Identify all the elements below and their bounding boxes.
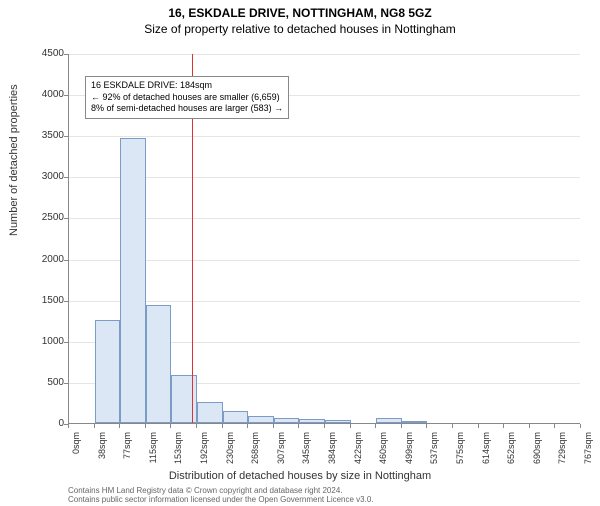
x-tick-label: 767sqm [583, 432, 593, 482]
annotation-box: 16 ESKDALE DRIVE: 184sqm← 92% of detache… [85, 76, 289, 119]
y-tick-mark [64, 136, 68, 137]
histogram-bar [171, 375, 197, 423]
annotation-line2: ← 92% of detached houses are smaller (6,… [91, 92, 283, 104]
y-tick-label: 4500 [24, 48, 64, 59]
x-tick-label: 499sqm [404, 432, 414, 482]
footer-line2: Contains public sector information licen… [68, 496, 374, 505]
y-axis-label: Number of detached properties [8, 84, 20, 236]
x-tick-mark [196, 424, 197, 428]
x-tick-mark [119, 424, 120, 428]
x-tick-label: 460sqm [378, 432, 388, 482]
histogram-bar [95, 320, 121, 423]
y-tick-label: 0 [24, 418, 64, 429]
y-tick-mark [64, 383, 68, 384]
x-tick-mark [68, 424, 69, 428]
y-tick-label: 3500 [24, 130, 64, 141]
chart-title-address: 16, ESKDALE DRIVE, NOTTINGHAM, NG8 5GZ [0, 6, 600, 20]
y-tick-mark [64, 95, 68, 96]
y-tick-label: 4000 [24, 89, 64, 100]
x-tick-label: 0sqm [71, 432, 81, 482]
x-tick-mark [478, 424, 479, 428]
x-tick-mark [375, 424, 376, 428]
x-tick-label: 690sqm [532, 432, 542, 482]
x-tick-mark [426, 424, 427, 428]
annotation-line3: 8% of semi-detached houses are larger (5… [91, 103, 283, 115]
histogram-bar [248, 416, 274, 423]
x-tick-label: 38sqm [97, 432, 107, 482]
x-tick-mark [145, 424, 146, 428]
histogram-bar [274, 418, 300, 423]
x-tick-mark [452, 424, 453, 428]
x-tick-label: 153sqm [173, 432, 183, 482]
x-tick-label: 614sqm [481, 432, 491, 482]
x-tick-label: 307sqm [276, 432, 286, 482]
x-tick-mark [222, 424, 223, 428]
x-tick-mark [324, 424, 325, 428]
x-tick-label: 537sqm [429, 432, 439, 482]
y-tick-mark [64, 301, 68, 302]
x-tick-label: 115sqm [148, 432, 158, 482]
y-tick-mark [64, 260, 68, 261]
x-tick-mark [94, 424, 95, 428]
x-tick-label: 729sqm [557, 432, 567, 482]
gridline [69, 54, 580, 55]
x-tick-label: 384sqm [327, 432, 337, 482]
x-tick-label: 345sqm [301, 432, 311, 482]
histogram-bar [223, 411, 249, 423]
x-tick-label: 268sqm [250, 432, 260, 482]
x-tick-mark [580, 424, 581, 428]
x-tick-label: 652sqm [506, 432, 516, 482]
y-tick-label: 500 [24, 377, 64, 388]
chart-subtitle: Size of property relative to detached ho… [0, 22, 600, 36]
x-tick-mark [247, 424, 248, 428]
x-tick-label: 77sqm [122, 432, 132, 482]
x-tick-mark [529, 424, 530, 428]
y-tick-label: 1500 [24, 295, 64, 306]
x-tick-label: 192sqm [199, 432, 209, 482]
x-tick-mark [298, 424, 299, 428]
histogram-bar [299, 419, 325, 423]
x-tick-mark [401, 424, 402, 428]
x-tick-mark [554, 424, 555, 428]
footer-attribution: Contains HM Land Registry data © Crown c… [68, 487, 374, 505]
y-tick-label: 2500 [24, 212, 64, 223]
histogram-bar [146, 305, 172, 423]
x-tick-mark [170, 424, 171, 428]
histogram-bar [197, 402, 223, 423]
histogram-bar [402, 421, 428, 423]
y-tick-mark [64, 218, 68, 219]
x-tick-mark [350, 424, 351, 428]
y-tick-mark [64, 177, 68, 178]
x-tick-mark [273, 424, 274, 428]
y-tick-label: 2000 [24, 254, 64, 265]
x-tick-mark [503, 424, 504, 428]
y-tick-label: 3000 [24, 171, 64, 182]
histogram-bar [376, 418, 402, 423]
x-tick-label: 575sqm [455, 432, 465, 482]
x-tick-label: 230sqm [225, 432, 235, 482]
histogram-bar [325, 420, 351, 423]
y-tick-label: 1000 [24, 336, 64, 347]
x-tick-label: 422sqm [353, 432, 363, 482]
annotation-line1: 16 ESKDALE DRIVE: 184sqm [91, 80, 283, 92]
y-tick-mark [64, 54, 68, 55]
histogram-bar [120, 138, 146, 423]
y-tick-mark [64, 342, 68, 343]
